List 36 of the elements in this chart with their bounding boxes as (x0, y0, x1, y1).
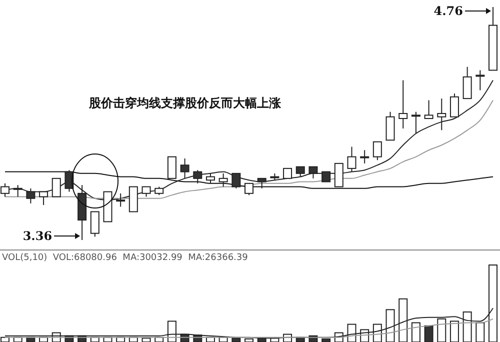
candlestick (372, 141, 382, 161)
annotation: 3.36 (22, 229, 52, 243)
chart-title: VOL(5,10) VOL:68080.96 MA:30032.99 MA:26366.39 (2, 253, 248, 263)
candlestick (52, 178, 61, 198)
candlestick (232, 172, 241, 189)
bar (424, 325, 434, 342)
candlestick (450, 93, 459, 118)
candlestick (437, 98, 446, 131)
annotation: 股价击穿均线支撑股价反而大幅上涨 (88, 96, 282, 110)
candlestick (218, 172, 228, 188)
candlestick (398, 80, 408, 129)
candlestick (334, 162, 344, 188)
bar (411, 322, 420, 342)
annotation: 4.76 (434, 4, 463, 18)
candlestick (257, 178, 266, 189)
bar (450, 320, 459, 342)
candlestick (244, 182, 254, 196)
candlestick (462, 66, 472, 100)
candlestick (424, 100, 434, 120)
candlestick (283, 168, 292, 179)
candlestick (411, 111, 420, 134)
candlestick (322, 171, 331, 182)
candlestick (180, 158, 190, 179)
candlestick (13, 184, 22, 198)
candlestick (296, 166, 305, 178)
candlestick (347, 146, 356, 172)
candlestick (167, 156, 176, 179)
candlestick (142, 186, 151, 198)
candlestick (193, 170, 202, 184)
candlestick (206, 172, 215, 184)
candlestick (476, 70, 485, 91)
candlestick (360, 150, 370, 164)
bar (244, 338, 254, 342)
candlestick (308, 166, 318, 179)
candlestick (386, 111, 395, 141)
candlestick (90, 211, 100, 238)
